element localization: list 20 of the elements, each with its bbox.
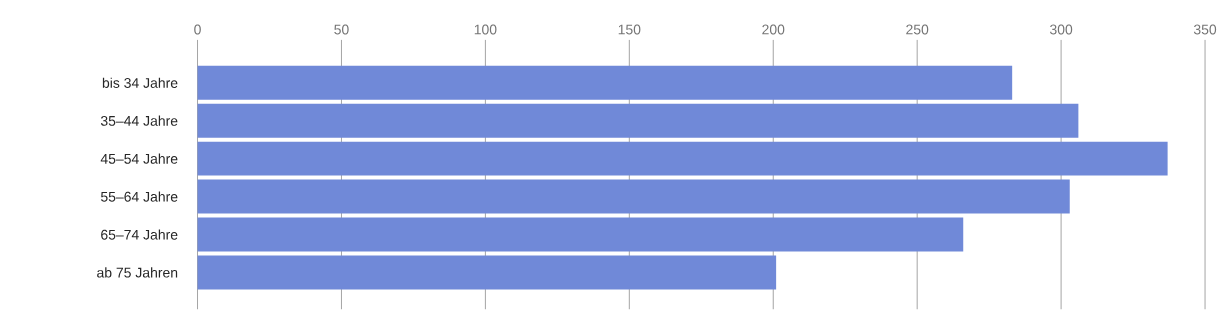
bar bbox=[197, 103, 1079, 138]
x-tick-label: 250 bbox=[906, 24, 929, 35]
bar bbox=[197, 255, 777, 290]
x-tick-label: 100 bbox=[474, 24, 497, 35]
y-tick-label: 35–44 Jahre bbox=[100, 115, 178, 126]
x-tick-label: 50 bbox=[334, 24, 349, 35]
bar bbox=[197, 217, 964, 252]
x-tick-label: 300 bbox=[1049, 24, 1073, 35]
y-tick-label: ab 75 Jahren bbox=[97, 267, 178, 278]
bar bbox=[197, 141, 1168, 176]
x-tick-label: 0 bbox=[194, 24, 201, 35]
y-tick-label: 55–64 Jahre bbox=[100, 191, 178, 202]
x-tick-label: 200 bbox=[762, 24, 785, 35]
x-tick-label: 350 bbox=[1193, 24, 1217, 35]
y-tick-label: 45–54 Jahre bbox=[100, 153, 178, 164]
y-tick-label: bis 34 Jahre bbox=[102, 77, 178, 88]
bar bbox=[197, 179, 1070, 214]
x-tick-label: 150 bbox=[618, 24, 641, 35]
y-tick-label: 65–74 Jahre bbox=[101, 229, 178, 240]
bar bbox=[197, 65, 1013, 100]
